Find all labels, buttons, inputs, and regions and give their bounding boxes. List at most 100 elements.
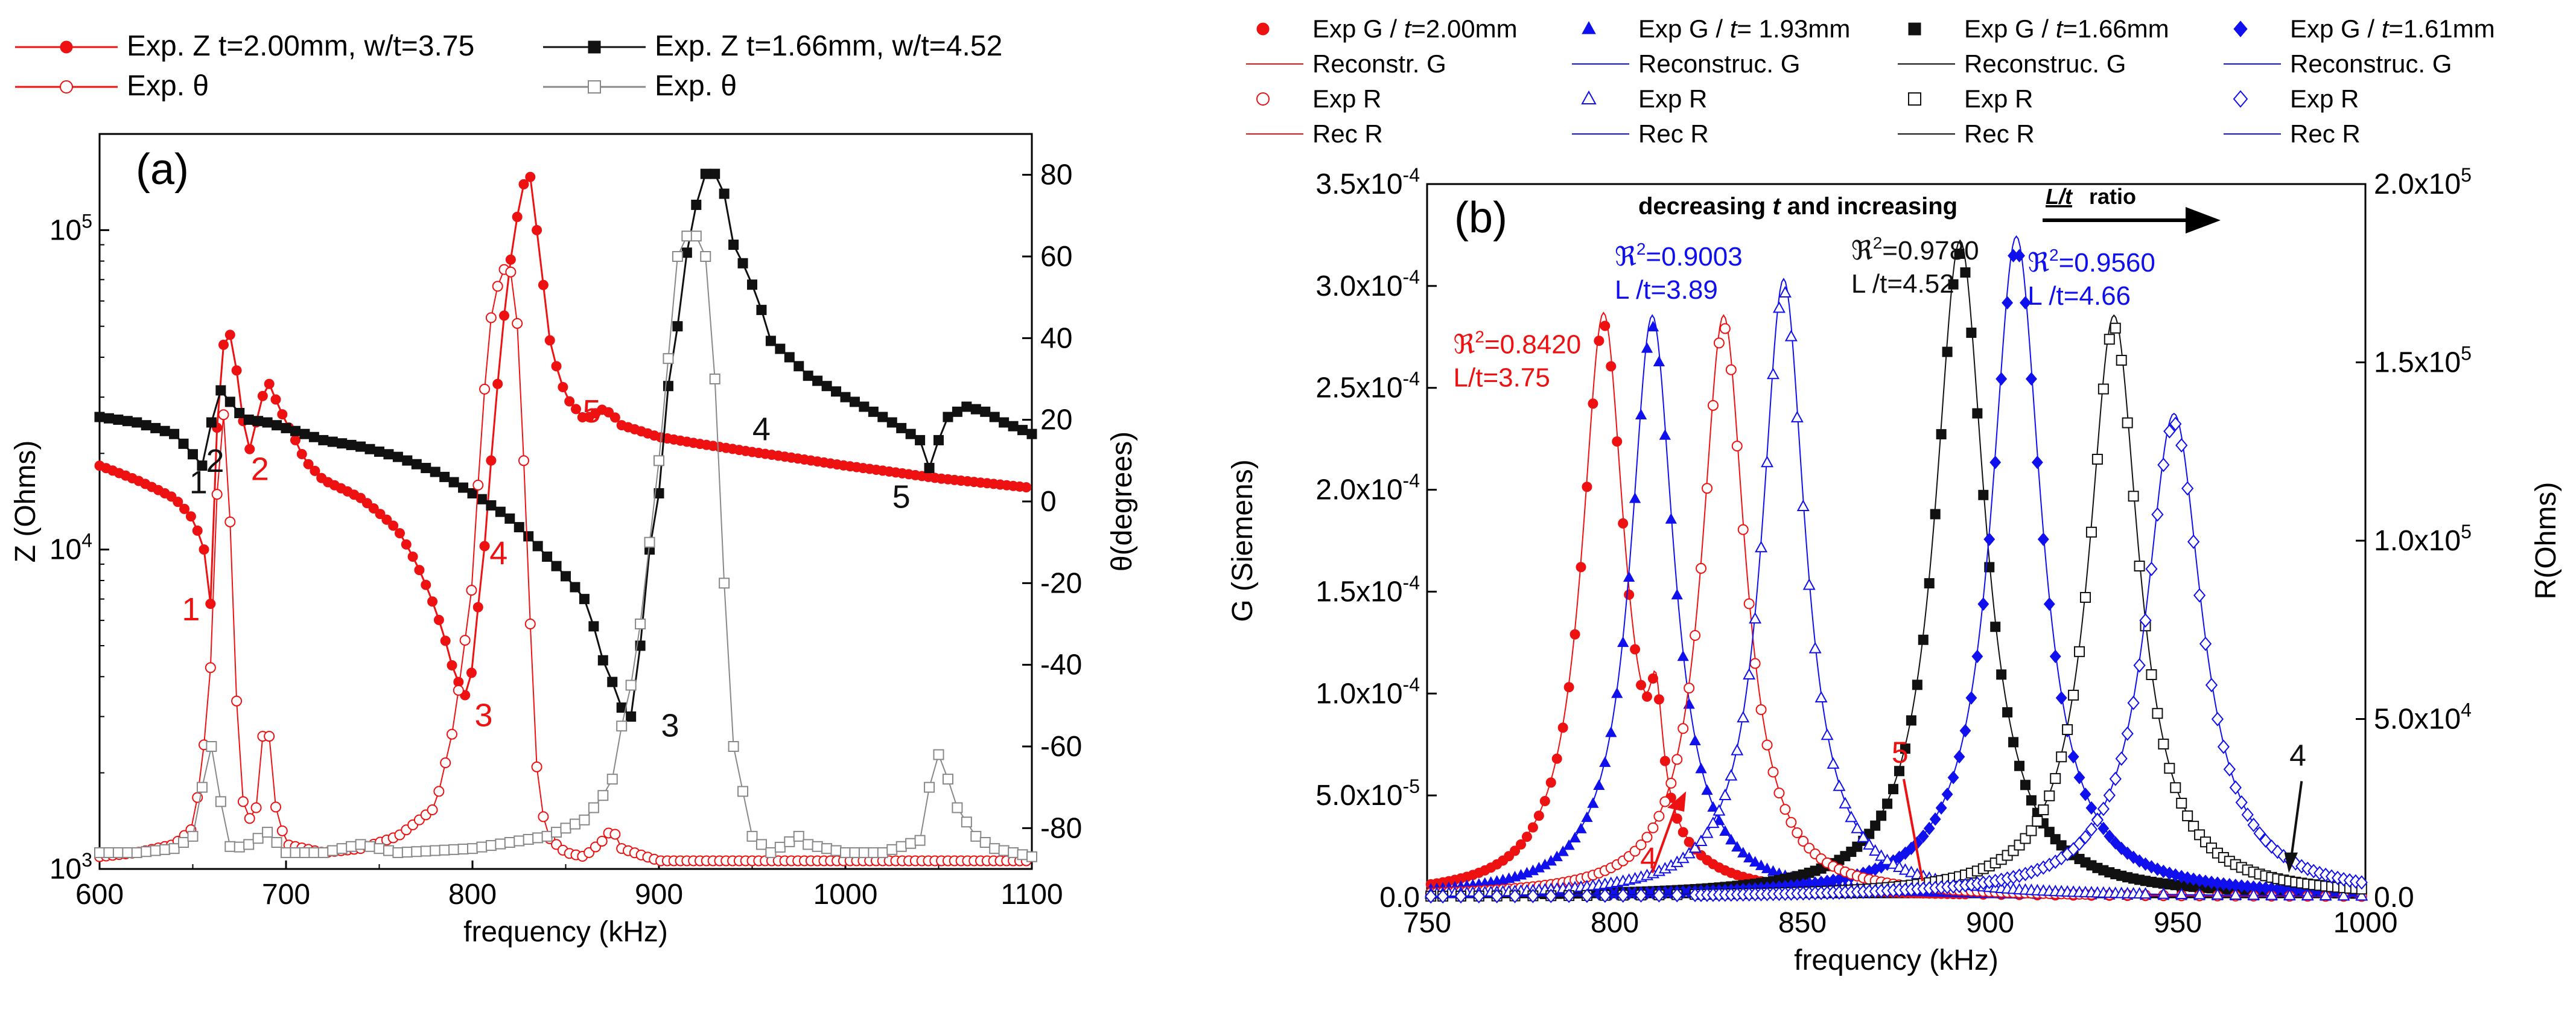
fit-annotation-ratio: L /t=4.52 [1851, 269, 1954, 299]
data-point [2097, 383, 2109, 395]
series-b-7 [1425, 412, 2368, 904]
data-point [626, 711, 637, 722]
y2-axis-label-a: θ(degrees) [1106, 431, 1138, 571]
legend-label: Exp G / t=1.66mm [1964, 14, 2169, 43]
data-point [2193, 588, 2206, 603]
data-point [1618, 518, 1629, 529]
data-point [504, 513, 515, 524]
data-point [1647, 822, 1659, 833]
data-point [691, 199, 702, 210]
data-point [1545, 888, 1557, 903]
data-point [1766, 368, 1779, 380]
data-point [458, 482, 469, 493]
data-point [2223, 762, 2236, 777]
data-point [224, 516, 236, 527]
data-point [466, 667, 477, 678]
data-point [512, 211, 523, 222]
y2-tick-label-a: -80 [1040, 812, 1082, 844]
series-line [100, 235, 1032, 858]
data-point [2151, 507, 2164, 522]
data-point [2068, 689, 2079, 701]
data-point [1563, 682, 1574, 693]
data-point [1719, 323, 1731, 334]
data-point [560, 822, 571, 834]
data-point [597, 655, 608, 666]
data-point [625, 679, 637, 691]
data-point [2139, 887, 2152, 899]
data-point [2127, 695, 2140, 710]
data-point [1851, 821, 1864, 833]
data-point [476, 841, 488, 853]
data-point [2157, 887, 2170, 899]
legend-entry-b: Rec R [1246, 119, 1383, 148]
data-point [989, 843, 1000, 854]
data-point [681, 247, 692, 258]
data-point [1557, 845, 1569, 856]
data-point [579, 814, 590, 826]
data-point [2211, 888, 2224, 900]
y2-axis-label-b: R(Ohms) [2530, 482, 2562, 600]
data-point [1641, 691, 1652, 702]
data-point [383, 845, 394, 856]
peak-annotation-a: 1 [189, 464, 208, 500]
data-point [2116, 355, 2127, 366]
data-point [1527, 822, 1538, 833]
data-point [1635, 888, 1647, 903]
data-point [205, 662, 216, 673]
data-point [2265, 888, 2278, 900]
data-point [2139, 613, 2152, 628]
data-point [1996, 372, 2008, 386]
data-point [1587, 797, 1599, 808]
data-point [607, 676, 618, 687]
reconstruction-line [1426, 314, 2366, 897]
data-point [523, 833, 534, 845]
legend-entry-b: Exp R [1908, 84, 2033, 113]
data-point [1796, 499, 1810, 511]
data-point [1755, 541, 1768, 553]
data-point [1630, 644, 1641, 655]
data-point [2253, 826, 2266, 841]
data-point [381, 514, 392, 525]
data-point [1551, 850, 1563, 862]
panel-a: 600 700 800 900 1000 1100103104105-80-60-40-2… [10, 30, 1138, 948]
data-point [308, 431, 319, 442]
legend-label: Exp. θ [655, 70, 737, 102]
data-point [485, 312, 497, 323]
peak-annotation-a: 5 [583, 393, 601, 430]
data-point [2079, 591, 2091, 603]
annotation-arrow-head [1667, 791, 1687, 812]
peak-annotation-a: 3 [661, 707, 679, 743]
data-point [803, 839, 814, 850]
data-point [512, 317, 523, 329]
data-point [253, 416, 264, 427]
data-point [1737, 711, 1750, 723]
data-point [1671, 888, 1684, 903]
data-point [1454, 889, 1468, 904]
data-point [2002, 707, 2013, 718]
data-point [427, 596, 438, 607]
y-tick-label-b: 5.0x10-5 [1315, 775, 1420, 812]
data-point [532, 541, 543, 552]
data-point [765, 336, 776, 346]
data-point [915, 434, 926, 445]
data-point [224, 841, 236, 852]
data-point [1983, 532, 1996, 546]
data-point [1772, 301, 1786, 313]
data-point [1761, 862, 1773, 873]
data-point [1563, 888, 1576, 903]
data-point [159, 425, 170, 436]
data-point [1966, 327, 1977, 338]
data-point [262, 417, 273, 428]
data-point [1472, 889, 1485, 904]
data-point [1659, 796, 1671, 807]
data-point [243, 414, 254, 425]
data-point [103, 413, 114, 424]
data-point [215, 796, 226, 807]
data-point [1743, 667, 1756, 680]
data-point [2044, 790, 2055, 801]
data-point [1743, 598, 1755, 609]
x-tick-label-a: 800 [448, 879, 497, 911]
data-point [1954, 248, 1965, 259]
data-point [2014, 249, 2025, 262]
